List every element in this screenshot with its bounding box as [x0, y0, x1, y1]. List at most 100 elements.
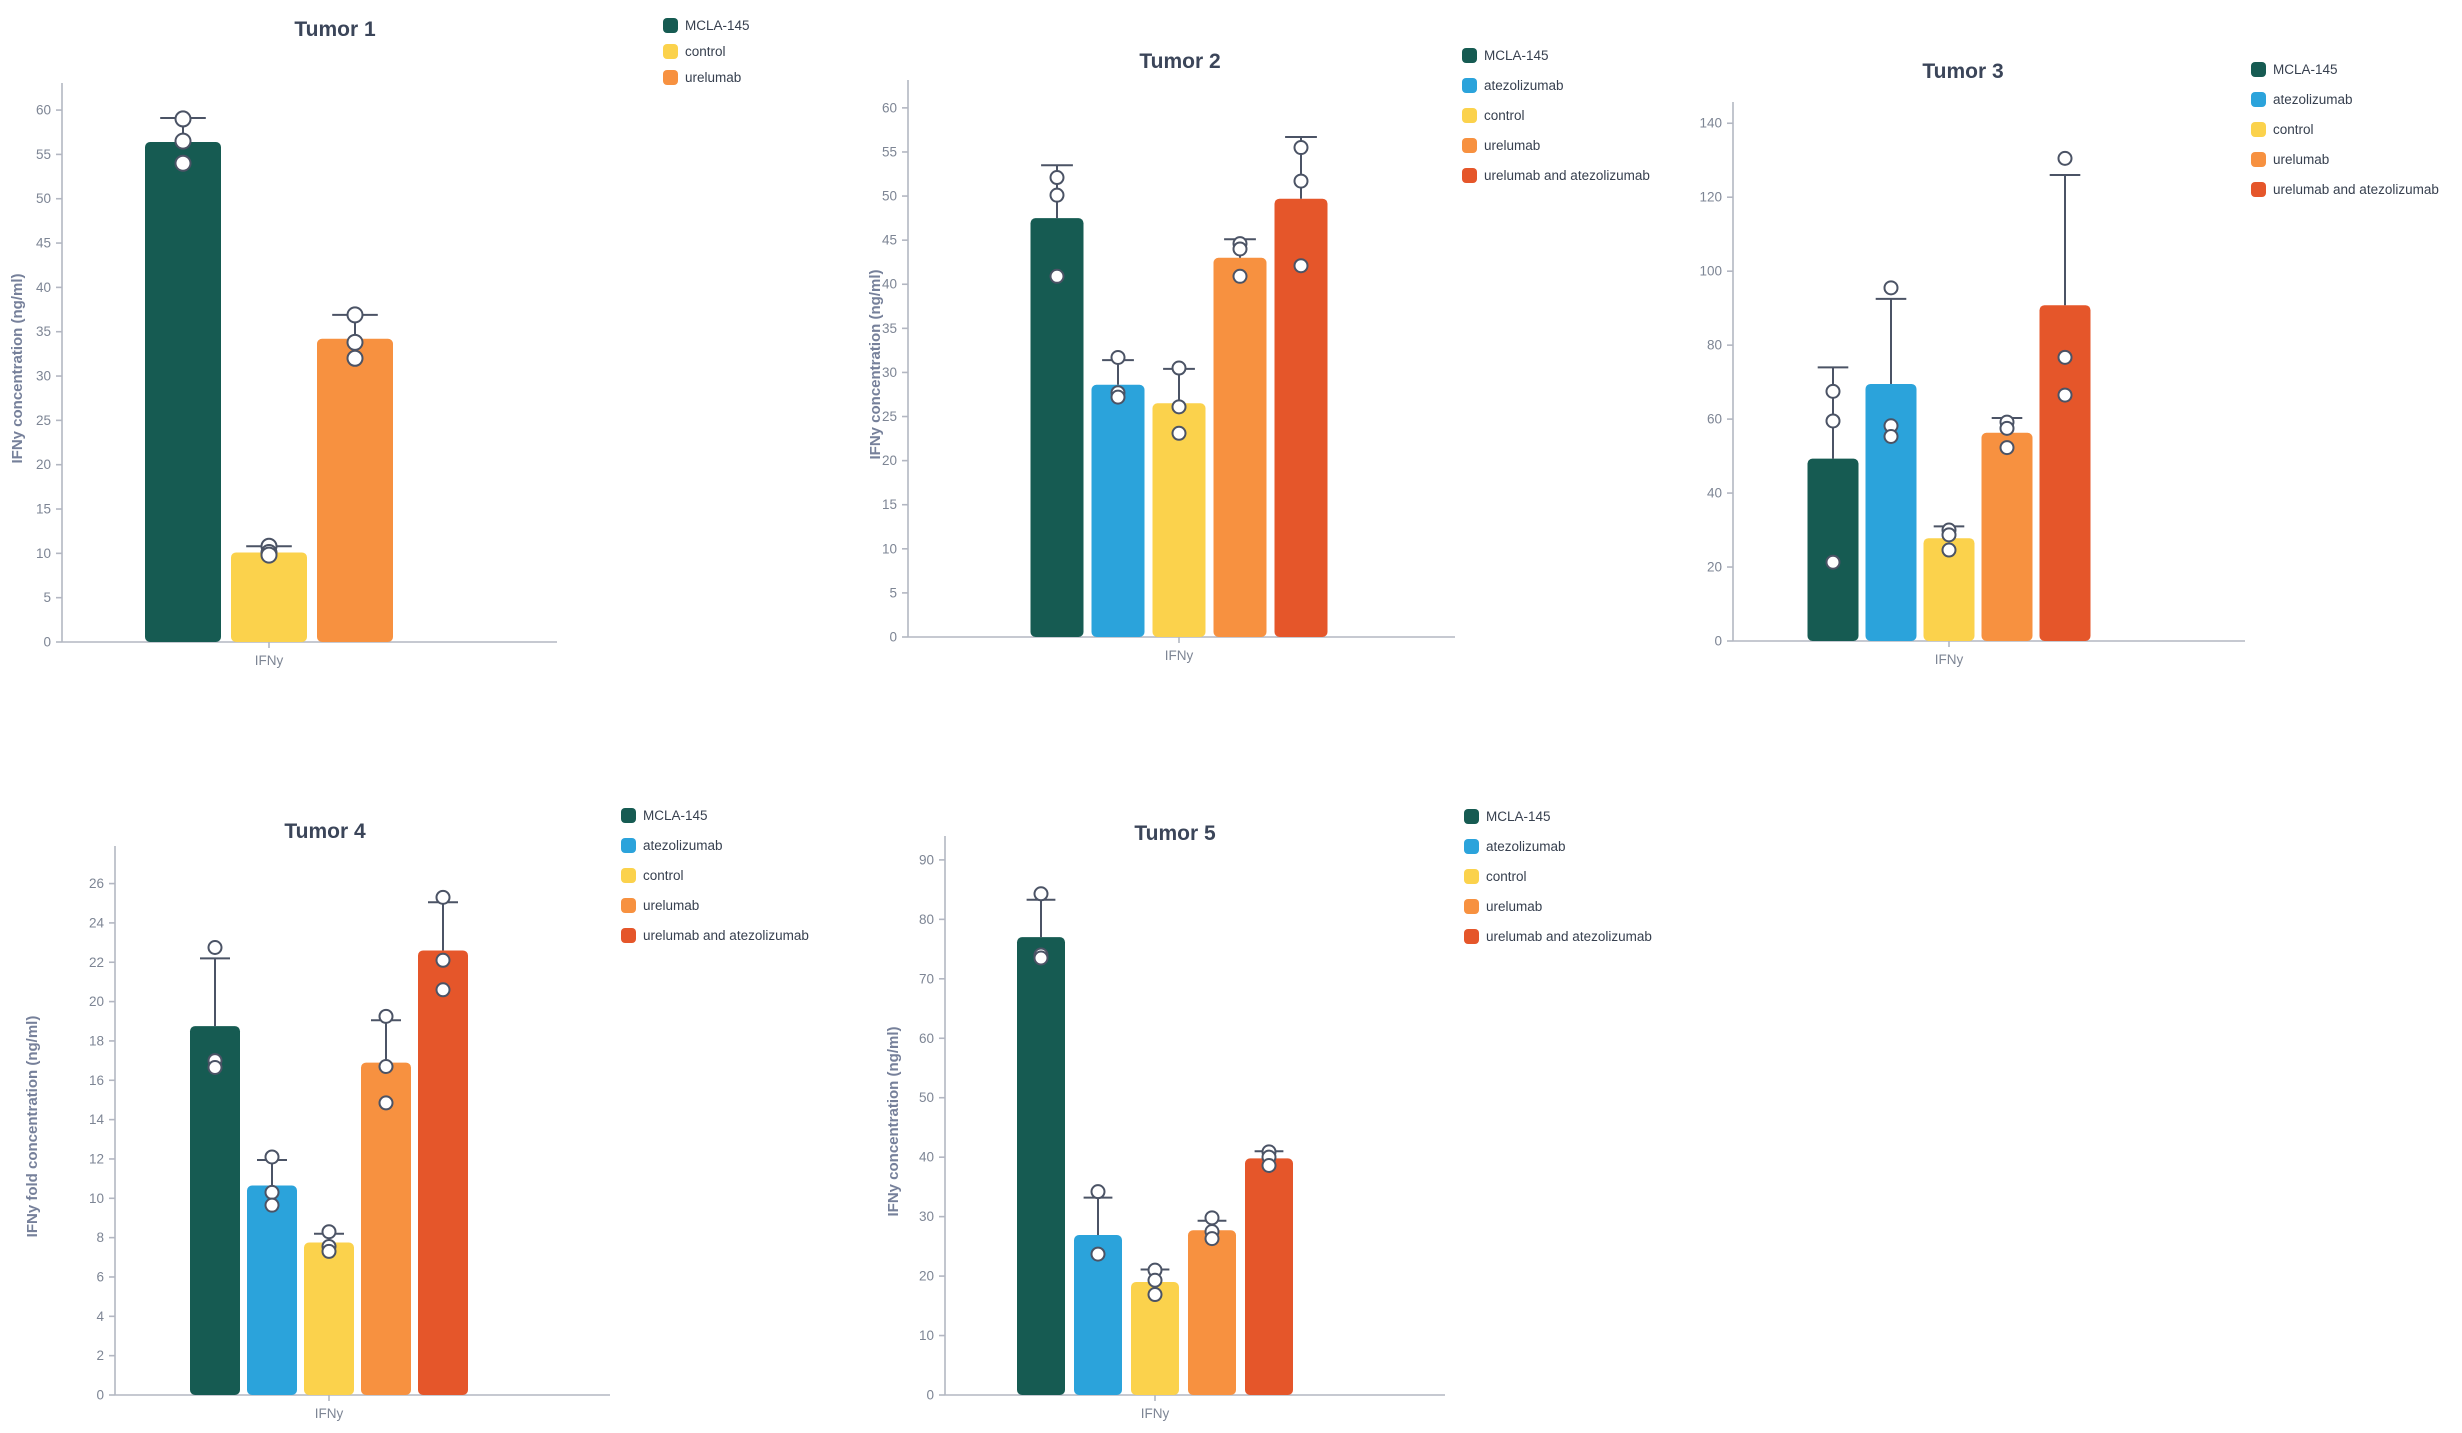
bar-mcla-145[interactable]	[1030, 218, 1084, 638]
data-point[interactable]	[207, 1059, 223, 1075]
bar-mcla-145[interactable]	[1017, 937, 1065, 1395]
legend-item-control[interactable]: control	[1462, 100, 1650, 130]
legend-item-urelumab[interactable]: urelumab	[621, 890, 809, 920]
legend-item-urelumab[interactable]: urelumab	[1464, 891, 1652, 921]
data-point[interactable]	[207, 940, 223, 955]
data-point[interactable]	[378, 1095, 394, 1111]
data-point[interactable]	[1171, 425, 1187, 441]
bar-urelumab[interactable]	[317, 338, 393, 642]
data-point[interactable]	[174, 110, 192, 128]
data-point[interactable]	[1204, 1231, 1220, 1247]
data-point[interactable]	[346, 333, 364, 351]
bar-urelumab-and-atezolizumab[interactable]	[1245, 1158, 1293, 1395]
data-point[interactable]	[1232, 241, 1248, 257]
data-point[interactable]	[1825, 554, 1841, 570]
bar-control[interactable]	[1152, 403, 1206, 637]
data-point[interactable]	[260, 546, 278, 564]
bar-urelumab[interactable]	[361, 1062, 411, 1395]
data-point[interactable]	[346, 306, 364, 324]
legend-item-atezolizumab[interactable]: atezolizumab	[621, 830, 809, 860]
data-point[interactable]	[1110, 389, 1126, 405]
bar-urelumab[interactable]	[1213, 257, 1267, 637]
data-point[interactable]	[1033, 950, 1049, 966]
data-point[interactable]	[1825, 383, 1841, 399]
bar-control[interactable]	[304, 1242, 354, 1395]
bar-atezolizumab[interactable]	[1091, 384, 1145, 637]
legend-item-atezolizumab[interactable]: atezolizumab	[1462, 70, 1650, 100]
bar-control[interactable]	[231, 552, 307, 642]
data-point[interactable]	[435, 889, 451, 905]
bar-atezolizumab[interactable]	[1865, 383, 1917, 641]
data-point[interactable]	[1293, 173, 1309, 189]
data-point[interactable]	[174, 132, 192, 150]
data-point[interactable]	[321, 1243, 337, 1259]
data-point[interactable]	[2057, 150, 2073, 166]
bar-urelumab-and-atezolizumab[interactable]	[1274, 198, 1328, 637]
data-point[interactable]	[1204, 1210, 1220, 1226]
bar-mcla-145[interactable]	[190, 1026, 240, 1395]
legend-item-urelumab[interactable]: urelumab	[2251, 144, 2439, 174]
legend-item-urelumab[interactable]: urelumab	[663, 64, 750, 90]
bar-urelumab-and-atezolizumab[interactable]	[418, 950, 468, 1395]
data-point[interactable]	[264, 1197, 280, 1213]
data-point[interactable]	[264, 1149, 280, 1165]
legend-item-mcla-145[interactable]: MCLA-145	[2251, 54, 2439, 84]
legend-item-control[interactable]: control	[621, 860, 809, 890]
data-point[interactable]	[435, 952, 451, 968]
data-point[interactable]	[174, 154, 192, 172]
bar-mcla-145[interactable]	[145, 141, 221, 642]
data-point[interactable]	[1033, 886, 1049, 902]
data-point[interactable]	[1261, 1157, 1277, 1173]
legend-item-urelumab[interactable]: urelumab	[1462, 130, 1650, 160]
data-point[interactable]	[1090, 1246, 1106, 1262]
data-point[interactable]	[435, 982, 451, 998]
legend-item-atezolizumab[interactable]: atezolizumab	[1464, 831, 1652, 861]
data-point[interactable]	[1293, 140, 1309, 156]
legend-item-control[interactable]: control	[663, 38, 750, 64]
data-point[interactable]	[1171, 360, 1187, 376]
data-point[interactable]	[1232, 268, 1248, 284]
legend-item-mcla-145[interactable]: MCLA-145	[1462, 40, 1650, 70]
data-point[interactable]	[264, 1184, 280, 1200]
data-point[interactable]	[1147, 1287, 1163, 1303]
data-point[interactable]	[321, 1224, 337, 1240]
bar-atezolizumab[interactable]	[1074, 1235, 1122, 1395]
legend-item-urelumab-and-atezolizumab[interactable]: urelumab and atezolizumab	[1464, 921, 1652, 951]
data-point[interactable]	[1883, 280, 1899, 296]
data-point[interactable]	[1049, 268, 1065, 284]
data-point[interactable]	[1883, 428, 1899, 444]
data-point[interactable]	[1293, 258, 1309, 274]
data-point[interactable]	[1049, 170, 1065, 186]
data-point[interactable]	[1999, 440, 2015, 456]
bar-control[interactable]	[1923, 538, 1975, 641]
bar-urelumab-and-atezolizumab[interactable]	[2039, 305, 2091, 641]
legend-item-mcla-145[interactable]: MCLA-145	[1464, 801, 1652, 831]
data-point[interactable]	[1090, 1184, 1106, 1200]
data-point[interactable]	[1049, 187, 1065, 203]
data-point[interactable]	[2057, 349, 2073, 365]
legend-item-control[interactable]: control	[1464, 861, 1652, 891]
legend-item-mcla-145[interactable]: MCLA-145	[663, 12, 750, 38]
bar-mcla-145[interactable]	[1807, 458, 1859, 641]
data-point[interactable]	[378, 1008, 394, 1024]
data-point[interactable]	[1147, 1272, 1163, 1288]
data-point[interactable]	[2057, 387, 2073, 403]
data-point[interactable]	[1941, 527, 1957, 543]
legend-item-urelumab-and-atezolizumab[interactable]: urelumab and atezolizumab	[1462, 160, 1650, 190]
legend-item-atezolizumab[interactable]: atezolizumab	[2251, 84, 2439, 114]
data-point[interactable]	[346, 349, 364, 367]
bar-atezolizumab[interactable]	[247, 1185, 297, 1395]
bar-urelumab[interactable]	[1188, 1230, 1236, 1395]
data-point[interactable]	[1941, 542, 1957, 558]
legend-item-mcla-145[interactable]: MCLA-145	[621, 800, 809, 830]
data-point[interactable]	[1999, 420, 2015, 436]
legend-item-control[interactable]: control	[2251, 114, 2439, 144]
data-point[interactable]	[1110, 349, 1126, 365]
data-point[interactable]	[378, 1059, 394, 1075]
bar-control[interactable]	[1131, 1282, 1179, 1395]
legend-item-urelumab-and-atezolizumab[interactable]: urelumab and atezolizumab	[621, 920, 809, 950]
data-point[interactable]	[1171, 399, 1187, 415]
data-point[interactable]	[1825, 413, 1841, 429]
bar-urelumab[interactable]	[1981, 432, 2033, 641]
legend-item-urelumab-and-atezolizumab[interactable]: urelumab and atezolizumab	[2251, 174, 2439, 204]
